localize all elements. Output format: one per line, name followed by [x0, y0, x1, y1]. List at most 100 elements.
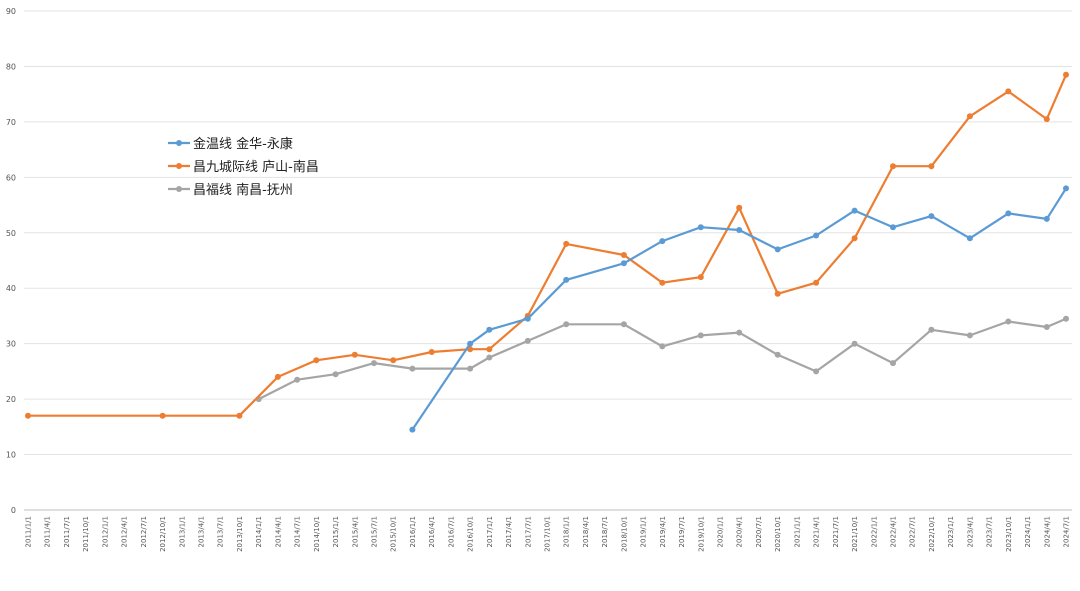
legend-label: 昌九城际线 庐山-南昌 [193, 159, 319, 175]
y-tick-label: 90 [6, 7, 16, 16]
series-0 [409, 185, 1069, 433]
x-tick-label: 2015/1/1 [332, 516, 340, 547]
data-point [25, 412, 31, 419]
data-point [851, 207, 858, 214]
data-point [486, 326, 493, 333]
data-point [928, 213, 935, 220]
x-tick-label: 2017/7/1 [524, 516, 532, 547]
x-tick-label: 2018/4/1 [582, 516, 590, 547]
data-point [159, 412, 166, 419]
data-point [966, 235, 973, 242]
x-tick-label: 2020/1/1 [717, 516, 725, 547]
data-point [563, 276, 570, 283]
y-tick-label: 80 [6, 62, 16, 71]
data-point [659, 343, 666, 350]
x-tick-label: 2024/1/1 [1024, 516, 1032, 547]
data-point [697, 332, 704, 339]
data-point [966, 113, 973, 120]
x-tick-label: 2023/1/1 [947, 516, 955, 547]
data-point [736, 227, 743, 233]
x-tick-label: 2021/7/1 [832, 516, 840, 547]
data-point [736, 329, 743, 336]
data-point [890, 163, 896, 170]
x-tick-label: 2022/10/1 [928, 516, 936, 552]
data-point [928, 326, 935, 333]
series-1 [25, 71, 1069, 419]
y-axis: 0 10 20 30 40 50 60 70 80 90 [6, 7, 16, 515]
x-tick-label: 2015/4/1 [351, 516, 359, 547]
data-point [659, 279, 666, 286]
data-point [236, 412, 243, 419]
data-point [409, 426, 416, 433]
x-tick-label: 2011/1/1 [25, 516, 33, 547]
y-tick-label: 70 [6, 118, 16, 127]
x-tick-label: 2019/10/1 [697, 516, 705, 552]
data-point [774, 290, 781, 297]
data-point [966, 332, 973, 339]
data-point [274, 373, 281, 380]
y-tick-label: 0 [11, 506, 16, 515]
data-point [524, 315, 531, 322]
data-point [851, 340, 858, 347]
data-point [524, 337, 531, 344]
legend-label: 金温线 金华-永康 [193, 136, 293, 152]
y-tick-label: 30 [6, 340, 16, 349]
x-tick-label: 2021/10/1 [851, 516, 859, 552]
data-point [294, 376, 301, 383]
data-point [486, 346, 493, 353]
data-point [813, 368, 820, 375]
data-point [774, 246, 781, 253]
data-point [620, 252, 627, 258]
series-line [258, 317, 1067, 401]
x-tick-label: 2012/4/1 [121, 516, 129, 547]
x-tick-label: 2021/1/1 [793, 516, 801, 547]
data-point [351, 351, 358, 358]
data-point [813, 232, 820, 239]
x-tick-label: 2019/4/1 [659, 516, 667, 547]
y-tick-label: 10 [6, 451, 16, 460]
data-point [409, 365, 416, 372]
data-point [467, 340, 474, 347]
legend-entry: 金温线 金华-永康 [168, 136, 293, 152]
x-tick-label: 2016/7/1 [447, 516, 455, 547]
legend-label: 昌福线 南昌-抚州 [193, 182, 293, 198]
x-tick-label: 2017/4/1 [505, 516, 513, 547]
series-2 [255, 315, 1069, 403]
legend-swatch-marker [176, 186, 182, 192]
x-tick-label: 2019/1/1 [640, 516, 648, 547]
data-point [659, 238, 666, 245]
data-point [697, 224, 704, 231]
data-point [736, 204, 743, 211]
data-point [697, 274, 704, 281]
legend-swatch-marker [176, 163, 182, 169]
series-lines [25, 71, 1069, 433]
x-tick-label: 2013/7/1 [217, 516, 225, 547]
data-point [1063, 185, 1069, 192]
data-point [1043, 116, 1050, 123]
x-tick-label: 2020/4/1 [736, 516, 744, 547]
x-tick-label: 2018/1/1 [563, 516, 571, 547]
x-tick-label: 2012/1/1 [101, 516, 109, 547]
data-point [890, 360, 896, 367]
data-point [620, 321, 627, 328]
x-tick-label: 2024/4/1 [1043, 516, 1051, 547]
x-axis: 2011/1/1 2011/4/1 2011/7/1 2011/10/1 2012/1/… [25, 516, 1071, 552]
x-tick-label: 2024/7/1 [1063, 516, 1071, 547]
data-point [390, 357, 397, 364]
data-point [467, 365, 474, 372]
data-point [313, 357, 320, 364]
x-tick-label: 2023/10/1 [1005, 516, 1013, 552]
data-point [486, 354, 493, 361]
data-point [1005, 210, 1012, 217]
x-tick-label: 2018/7/1 [601, 516, 609, 547]
x-tick-label: 2022/1/1 [870, 516, 878, 547]
x-tick-label: 2022/7/1 [909, 516, 917, 547]
x-tick-label: 2020/10/1 [774, 516, 782, 552]
x-tick-label: 2011/10/1 [82, 516, 90, 552]
x-tick-label: 2014/1/1 [255, 516, 263, 547]
data-point [1005, 318, 1012, 325]
x-tick-label: 2014/10/1 [313, 516, 321, 552]
x-tick-label: 2023/4/1 [966, 516, 974, 547]
data-point [428, 349, 435, 355]
